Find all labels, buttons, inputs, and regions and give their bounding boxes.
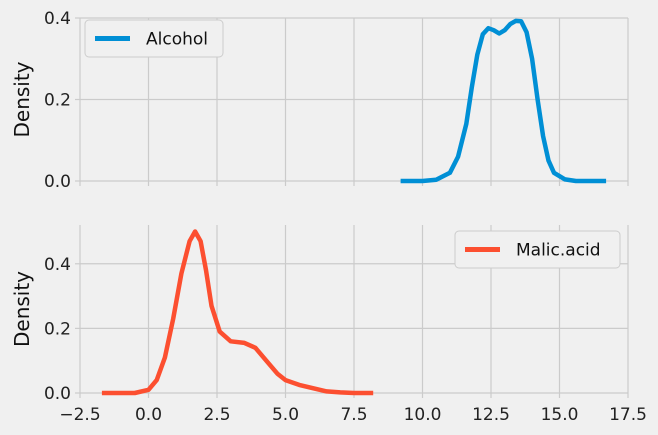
legend-label: Alcohol (146, 30, 208, 50)
y-tick-label: 0.0 (44, 384, 71, 404)
density-line-malic-acid (101, 229, 374, 396)
density-line-alcohol (400, 18, 607, 184)
x-tick-label: 17.5 (609, 405, 647, 425)
x-tick-label: 5.0 (272, 405, 299, 425)
legend-box (84, 19, 224, 58)
alcohol-density-panel: 0.0 0.2 0.4 Density Alcohol (10, 9, 629, 192)
x-tick-label: 2.5 (203, 405, 230, 425)
x-tick-label: 12.5 (472, 405, 510, 425)
x-tick-label: −2.5 (59, 405, 100, 425)
y-tick-label: 0.4 (44, 9, 71, 29)
legend-label: Malic.acid (516, 241, 601, 261)
malic-acid-density-panel: 0.00.20.4−2.5 0.0 2.5 5.0 7.5 10.0 12.5 15.0 17.… (10, 225, 647, 425)
y-tick-label: 0.2 (44, 319, 71, 339)
y-tick-label: 0.4 (44, 255, 71, 275)
x-tick-label: 7.5 (340, 405, 367, 425)
x-tick-label: 10.0 (404, 405, 442, 425)
x-tick-label: 0.0 (135, 405, 162, 425)
y-tick-label: 0.2 (44, 91, 71, 111)
y-tick-label: 0.0 (44, 172, 71, 192)
x-tick-label: 15.0 (541, 405, 579, 425)
legend-box (454, 230, 621, 269)
y-axis-title: Density (10, 271, 34, 347)
y-axis-title: Density (10, 61, 34, 137)
